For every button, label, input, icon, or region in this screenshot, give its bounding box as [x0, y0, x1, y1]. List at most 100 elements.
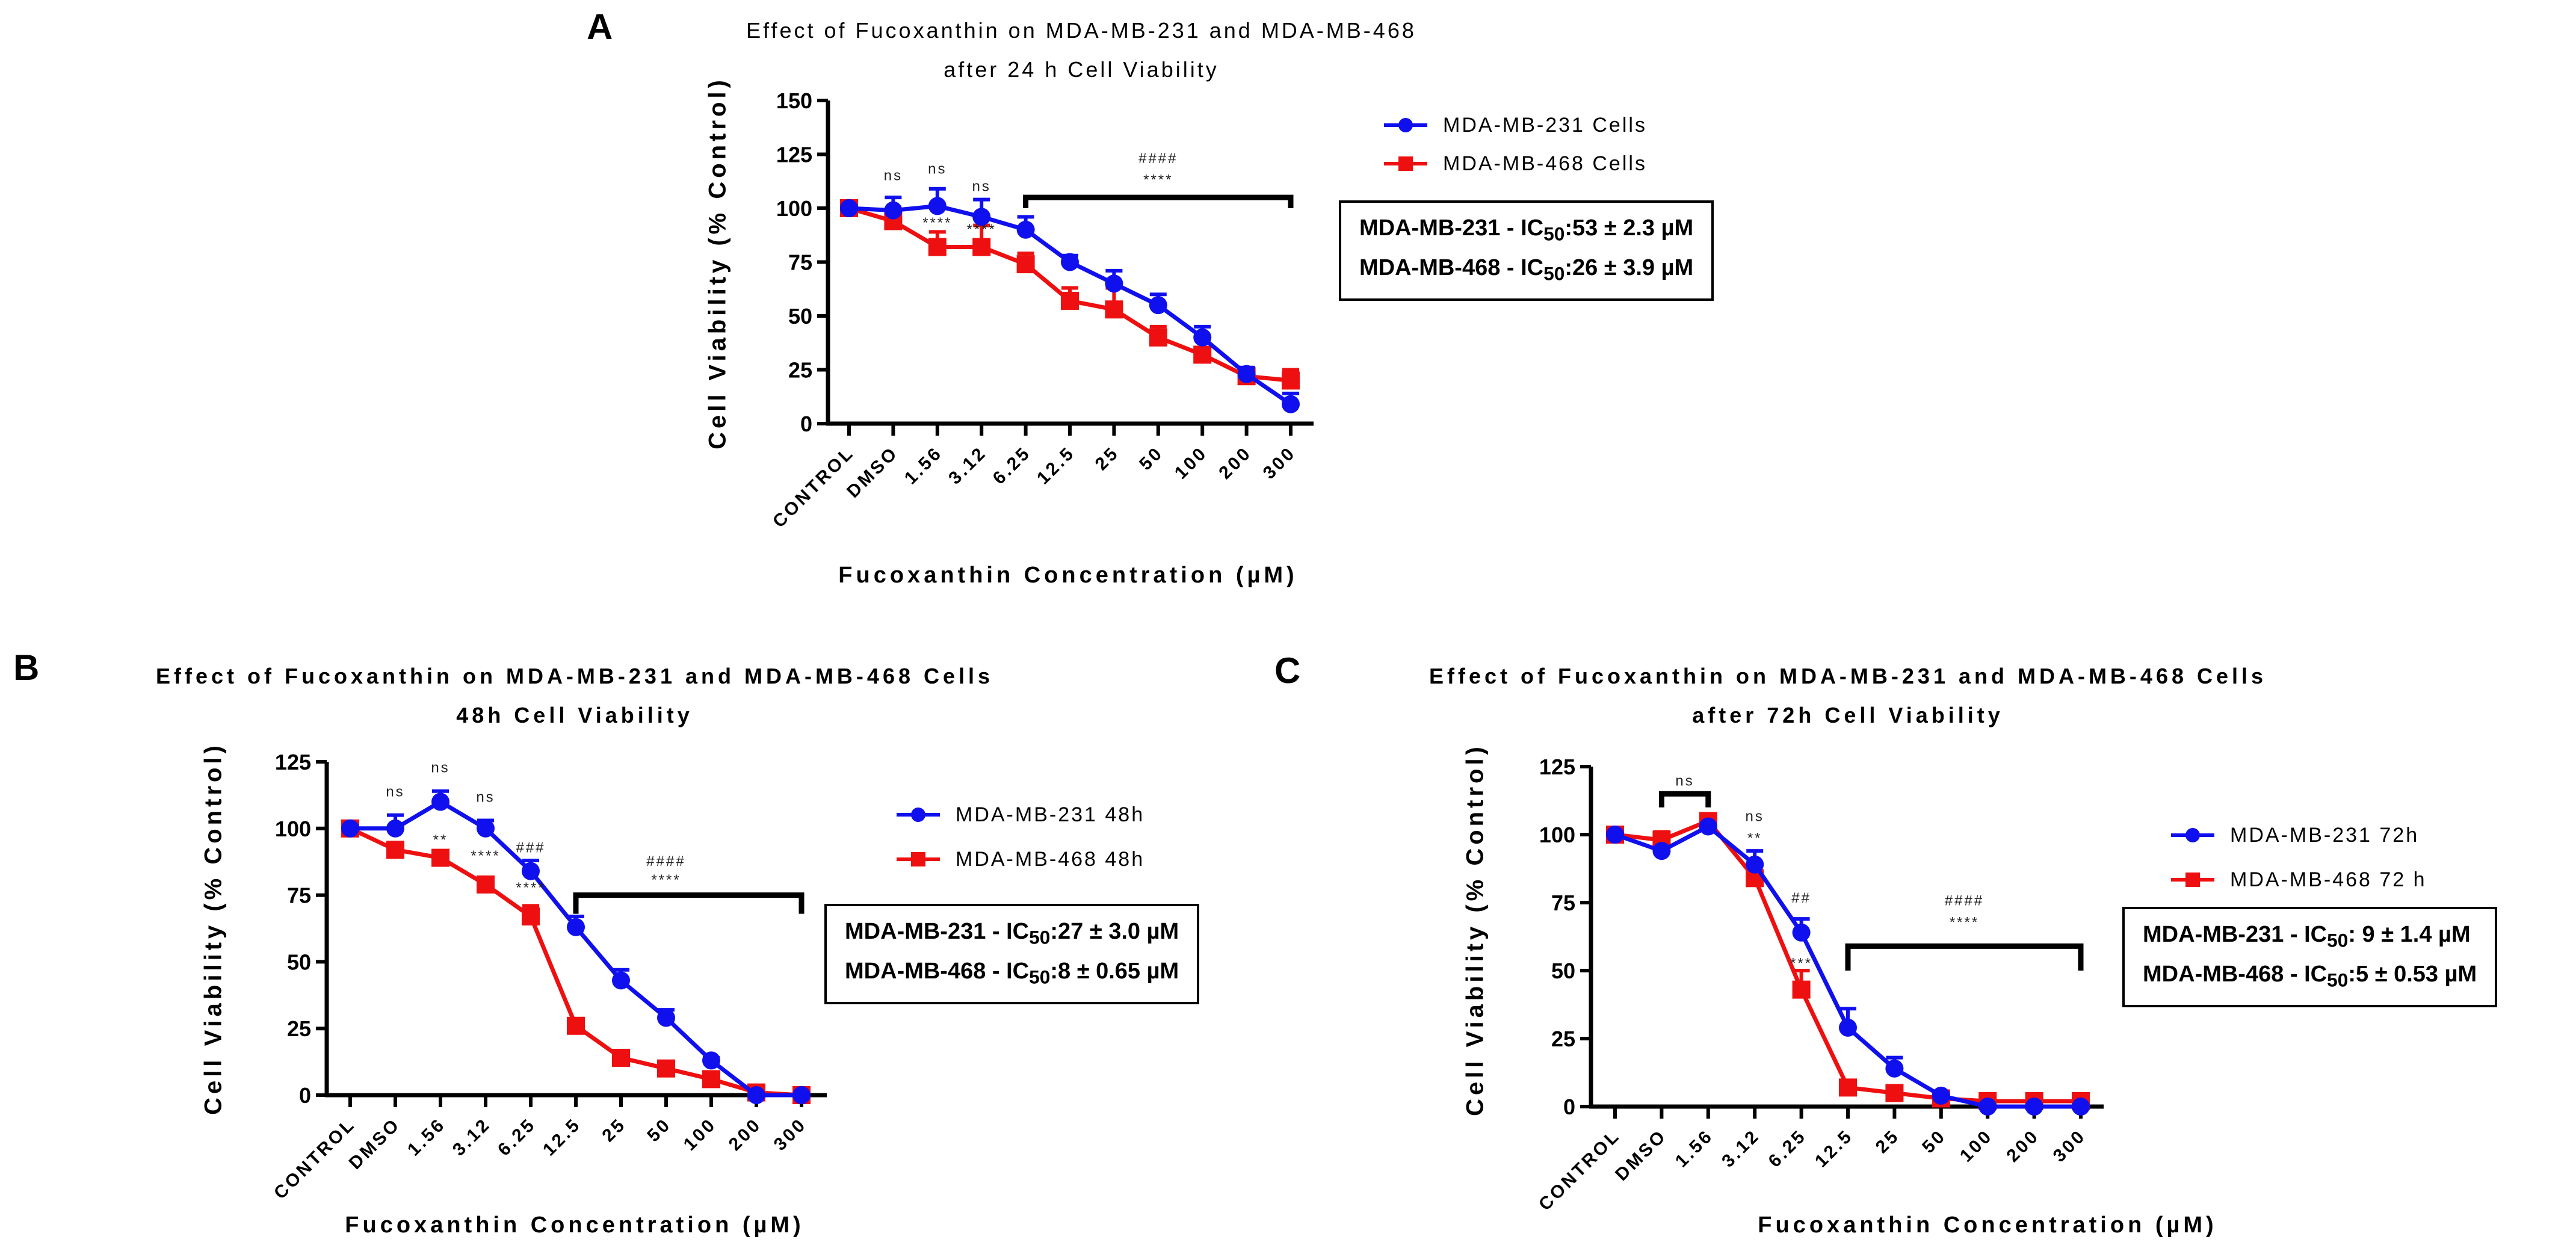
data-point — [1193, 328, 1212, 347]
data-point — [792, 1086, 811, 1104]
data-point — [1282, 371, 1300, 390]
data-point — [972, 208, 991, 226]
x-tick-label: 12.5 — [1811, 1126, 1857, 1172]
significance-label: **** — [922, 215, 952, 231]
y-tick-label: 75 — [1551, 891, 1575, 915]
legend-circle-marker-icon — [1384, 118, 1427, 132]
data-point — [567, 1016, 585, 1035]
chart-c-x-axis-label: Fucoxanthin Concentration (µM) — [1758, 1212, 2217, 1238]
x-tick-label: 1.56 — [901, 443, 947, 489]
x-tick-label: 100 — [680, 1114, 720, 1155]
data-point — [972, 238, 991, 256]
x-tick-label: 200 — [2003, 1126, 2043, 1166]
legend-item-series-2: MDA-MB-468 Cells — [1384, 147, 1647, 181]
y-tick-label: 25 — [788, 358, 812, 383]
chart-b-x-axis-label: Fucoxanthin Concentration (µM) — [345, 1212, 805, 1238]
chart-a-ic50-box: MDA-MB-231 - IC50:53 ± 2.3 µM MDA-MB-468… — [1339, 200, 1714, 301]
x-tick-label: 3.12 — [945, 443, 990, 489]
y-tick-label: 25 — [287, 1016, 311, 1041]
legend-label: MDA-MB-468 Cells — [1443, 152, 1647, 175]
data-point — [657, 1008, 675, 1027]
data-point — [1606, 826, 1624, 844]
x-tick-label: 1.56 — [404, 1114, 449, 1160]
data-point — [522, 862, 540, 880]
data-point — [1149, 328, 1167, 347]
legend-circle-marker-icon — [2171, 828, 2214, 842]
data-point — [657, 1059, 675, 1078]
series-line — [349, 826, 802, 1098]
panel-letter-b: B — [13, 647, 40, 688]
y-tick-label: 100 — [275, 817, 311, 841]
data-point — [2072, 1098, 2090, 1116]
x-tick-label: 1.56 — [1672, 1126, 1717, 1172]
y-tick-label: 75 — [287, 883, 311, 908]
significance-label: ### — [516, 840, 545, 856]
legend-label: MDA-MB-231 72h — [2230, 823, 2420, 847]
x-tick-label: 3.12 — [449, 1114, 495, 1160]
data-point — [567, 918, 585, 936]
x-tick-label: 3.12 — [1718, 1126, 1764, 1172]
legend-item-series-1: MDA-MB-231 48h — [897, 798, 1144, 832]
significance-label: ns — [972, 178, 991, 194]
y-tick-label: 100 — [776, 196, 812, 221]
legend-square-marker-icon — [897, 852, 940, 866]
series-line — [350, 799, 802, 1098]
legend-label: MDA-MB-468 72 h — [2230, 868, 2427, 891]
data-point — [702, 1051, 720, 1070]
data-point — [1746, 855, 1764, 874]
significance-label: ns — [476, 789, 495, 805]
ic50-line-2: MDA-MB-468 - IC50:26 ± 3.9 µM — [1359, 255, 1694, 285]
legend-item-series-2: MDA-MB-468 48h — [897, 842, 1144, 876]
x-tick-label: DMSO — [1611, 1126, 1670, 1185]
data-point — [1193, 345, 1212, 364]
data-point — [1932, 1086, 1950, 1105]
data-point — [477, 819, 495, 838]
y-tick-label: 25 — [1551, 1027, 1575, 1051]
ic50-line-2: MDA-MB-468 - IC50:5 ± 0.53 µM — [2143, 961, 2477, 991]
data-point — [612, 971, 630, 990]
y-tick-label: 50 — [287, 950, 311, 974]
x-tick-label: 25 — [598, 1114, 630, 1146]
significance-label: ** — [1747, 830, 1762, 847]
legend-item-series-2: MDA-MB-468 72 h — [2171, 863, 2427, 897]
legend-square-marker-icon — [1384, 156, 1427, 171]
x-tick-label: 12.5 — [1033, 443, 1079, 489]
data-point — [1061, 291, 1079, 310]
series-mda-mb-231-cells — [840, 187, 1300, 413]
ic50-line-1: MDA-MB-231 - IC50:27 ± 3.0 µM — [845, 919, 1179, 948]
data-point — [1061, 253, 1079, 271]
data-point — [1237, 365, 1256, 383]
data-point — [1885, 1059, 1904, 1078]
significance-label: ## — [1791, 890, 1811, 906]
significance-label: ns — [884, 167, 903, 184]
data-point — [522, 907, 540, 926]
ic50-line-1: MDA-MB-231 - IC50:53 ± 2.3 µM — [1359, 215, 1694, 245]
data-point — [431, 792, 449, 811]
chart-a-legend: MDA-MB-231 Cells MDA-MB-468 Cells — [1384, 108, 1647, 181]
data-point — [928, 197, 947, 215]
data-point — [1792, 980, 1811, 999]
data-point — [1016, 255, 1035, 274]
x-tick-label: DMSO — [345, 1114, 404, 1173]
panel-letter-a: A — [587, 7, 613, 47]
significance-label: **** — [651, 872, 681, 888]
data-point — [1699, 817, 1717, 836]
data-point — [928, 238, 947, 256]
significance-label: ** — [433, 832, 448, 848]
y-tick-label: 50 — [1551, 959, 1575, 983]
legend-item-series-1: MDA-MB-231 72h — [2171, 818, 2427, 852]
data-point — [386, 841, 404, 859]
chart-b-title-line1: Effect of Fucoxanthin on MDA-MB-231 and … — [155, 664, 994, 688]
significance-label: ns — [1675, 773, 1694, 789]
series-mda-mb-468-48h — [341, 819, 811, 1104]
chart-c-legend: MDA-MB-231 72h MDA-MB-468 72 h — [2171, 818, 2427, 897]
data-point — [747, 1086, 765, 1104]
data-point — [1149, 296, 1167, 315]
data-point — [1652, 842, 1671, 860]
data-point — [612, 1048, 630, 1067]
significance-label: #### — [1138, 150, 1178, 167]
data-point — [477, 875, 495, 894]
chart-a-title-line2: after 24 h Cell Viability — [944, 57, 1219, 82]
chart-c-ic50-box: MDA-MB-231 - IC50: 9 ± 1.4 µM MDA-MB-468… — [2122, 907, 2498, 1008]
y-tick-label: 0 — [299, 1083, 311, 1108]
